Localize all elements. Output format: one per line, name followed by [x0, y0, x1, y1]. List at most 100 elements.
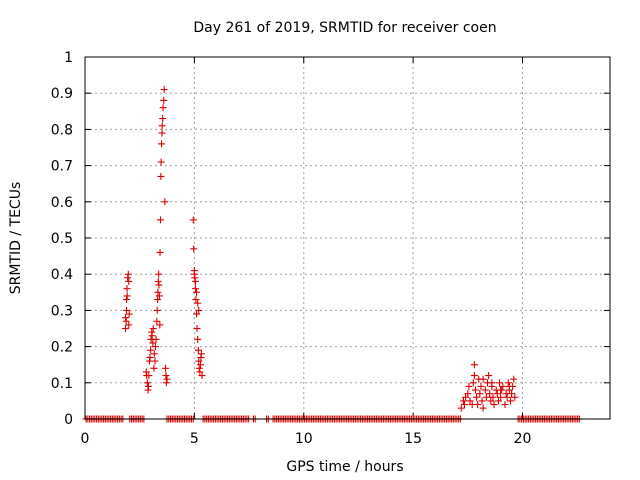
- data-point: [493, 390, 501, 398]
- data-point: [155, 281, 163, 289]
- data-point: [485, 372, 493, 380]
- data-point: [123, 296, 131, 304]
- data-point: [488, 379, 496, 387]
- data-point: [193, 288, 201, 296]
- data-point: [191, 285, 199, 293]
- x-tick-label: 10: [295, 431, 313, 447]
- data-point: [499, 382, 507, 390]
- data-point: [506, 397, 514, 405]
- data-point: [124, 274, 132, 282]
- data-point: [162, 379, 170, 387]
- y-tick-label: 0.8: [51, 122, 73, 138]
- data-point: [125, 277, 133, 285]
- data-point: [461, 401, 469, 409]
- data-point: [123, 306, 131, 314]
- data-point: [194, 299, 202, 307]
- data-point: [192, 296, 200, 304]
- y-tick-label: 0: [64, 412, 73, 428]
- data-point: [486, 390, 494, 398]
- data-point: [152, 335, 160, 343]
- data-point: [158, 140, 166, 148]
- data-point: [195, 306, 203, 314]
- x-tick-label: 0: [81, 431, 90, 447]
- data-point: [155, 270, 163, 278]
- data-point: [149, 339, 157, 347]
- data-point: [159, 115, 167, 123]
- y-axis-label: SRMTID / TECUs: [8, 182, 24, 295]
- data-point: [479, 404, 487, 412]
- data-point: [160, 86, 168, 94]
- data-point: [162, 372, 170, 380]
- data-point: [157, 158, 165, 166]
- chart-title: Day 261 of 2019, SRMTID for receiver coe…: [193, 20, 496, 36]
- y-tick-label: 1: [64, 50, 73, 66]
- data-point: [162, 364, 169, 372]
- data-point: [508, 390, 516, 398]
- data-point: [153, 306, 161, 314]
- data-point: [125, 321, 133, 329]
- data-point: [503, 393, 511, 401]
- data-point: [157, 172, 165, 180]
- data-point: [148, 332, 156, 340]
- data-point: [149, 325, 157, 332]
- data-point: [194, 346, 202, 354]
- data-point: [156, 321, 164, 329]
- data-point: [195, 364, 203, 372]
- data-point: [469, 379, 477, 387]
- data-point: [153, 317, 161, 325]
- data-point: [505, 382, 513, 390]
- data-point: [190, 245, 198, 253]
- data-point: [197, 350, 205, 358]
- data-point: [121, 314, 129, 322]
- data-point: [477, 382, 485, 390]
- data-point: [151, 343, 159, 351]
- data-point: [470, 361, 478, 369]
- data-point: [156, 248, 164, 256]
- data-point: [193, 325, 201, 332]
- y-tick-label: 0.5: [51, 231, 73, 247]
- data-point: [478, 397, 486, 405]
- data-point: [197, 361, 204, 369]
- data-point: [158, 129, 166, 137]
- x-tick-label: 20: [514, 431, 532, 447]
- data-point: [124, 270, 132, 278]
- data-point: [150, 364, 158, 372]
- data-point: [193, 310, 201, 318]
- data-point: [158, 122, 166, 130]
- y-tick-label: 0.7: [51, 159, 73, 175]
- data-point: [154, 288, 162, 296]
- data-point: [471, 386, 479, 394]
- x-tick-label: 5: [190, 431, 199, 447]
- data-point: [196, 368, 204, 376]
- data-point: [159, 104, 167, 112]
- data-point: [476, 390, 484, 398]
- data-point: [487, 397, 495, 405]
- data-point: [497, 386, 505, 394]
- data-point: [145, 372, 153, 380]
- data-series-srmtid: [82, 86, 583, 423]
- plot-frame: [84, 56, 611, 420]
- y-tick-label: 0.2: [51, 340, 73, 356]
- y-tick-label: 0.9: [51, 86, 73, 102]
- data-point: [474, 401, 482, 409]
- grid-lines: [85, 57, 610, 419]
- data-point: [147, 346, 155, 354]
- data-point: [143, 379, 151, 387]
- data-point: [497, 393, 505, 401]
- data-point: [154, 277, 162, 285]
- data-point: [195, 357, 203, 365]
- data-point: [481, 386, 489, 394]
- data-point: [121, 325, 129, 332]
- y-tick-label: 0.3: [51, 303, 73, 319]
- data-point: [160, 96, 168, 104]
- data-point: [191, 277, 199, 285]
- data-point: [494, 397, 502, 405]
- y-tick-label: 0.4: [51, 267, 73, 283]
- data-point: [122, 317, 130, 325]
- data-point: [470, 372, 478, 380]
- data-point: [473, 393, 481, 401]
- data-point: [501, 401, 509, 409]
- data-point: [125, 310, 133, 318]
- data-point: [490, 401, 498, 409]
